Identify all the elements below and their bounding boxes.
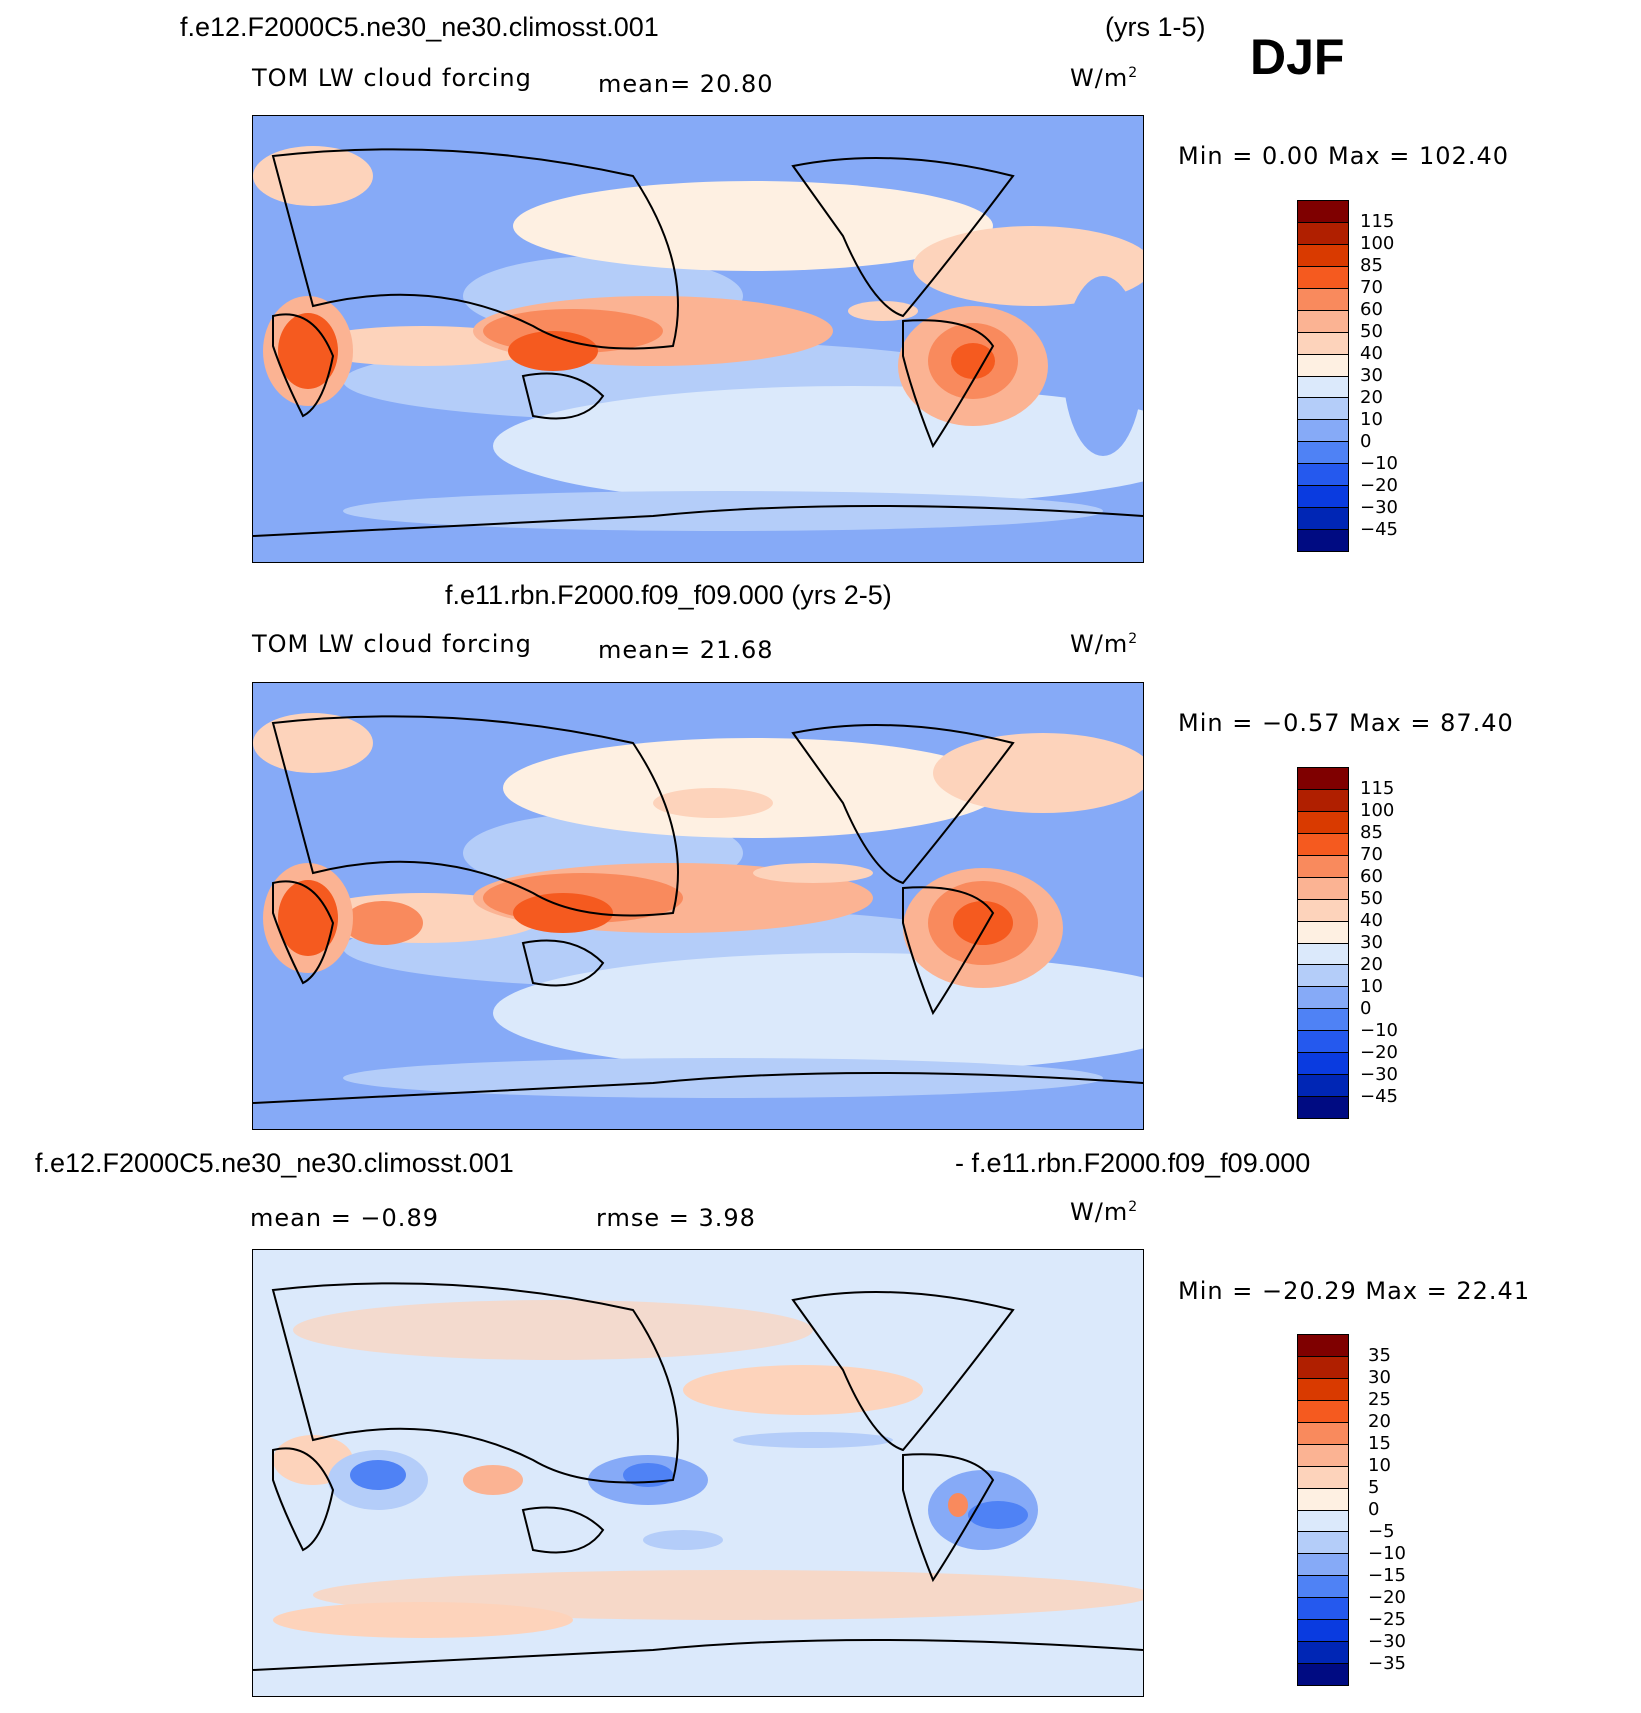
tick-label: −10 <box>1360 1020 1398 1041</box>
tick-label: 30 <box>1360 932 1383 953</box>
tick-label: −30 <box>1368 1631 1406 1652</box>
panel1-map <box>252 115 1144 563</box>
panel3-minmax: Min = −20.29 Max = 22.41 <box>1178 1277 1531 1305</box>
panel2-map <box>252 682 1144 1130</box>
panel1-colorbar-labels: 115 100 85 70 60 50 40 30 20 10 0 −10 −2… <box>1360 212 1398 542</box>
tick-label: 15 <box>1368 1433 1391 1454</box>
tick-label: 40 <box>1360 343 1383 364</box>
tick-label: 100 <box>1360 800 1395 821</box>
tick-label: −20 <box>1360 1042 1398 1063</box>
tick-label: 115 <box>1360 778 1395 799</box>
tick-label: 35 <box>1368 1345 1391 1366</box>
panel1-years: (yrs 1-5) <box>1105 12 1206 42</box>
tick-label: −30 <box>1360 497 1398 518</box>
tick-label: −30 <box>1360 1064 1398 1085</box>
tick-label: −5 <box>1368 1521 1395 1542</box>
panel2-mean: mean= 21.68 <box>598 636 774 664</box>
panel3-title: f.e12.F2000C5.ne30_ne30.climosst.001 <box>35 1148 514 1178</box>
season-label: DJF <box>1250 29 1345 85</box>
tick-label: 70 <box>1360 277 1383 298</box>
tick-label: 20 <box>1368 1411 1391 1432</box>
panel3-map <box>252 1249 1144 1697</box>
panel3-title-right: - f.e11.rbn.F2000.f09_f09.000 <box>955 1148 1311 1178</box>
tick-label: −20 <box>1360 475 1398 496</box>
tick-label: −20 <box>1368 1587 1406 1608</box>
panel1-colorbar <box>1297 200 1349 552</box>
panel2-colorbar <box>1297 767 1349 1119</box>
panel3-rmse: rmse = 3.98 <box>596 1204 756 1232</box>
panel1-mean: mean= 20.80 <box>598 70 774 98</box>
panel2-colorbar-labels: 115 100 85 70 60 50 40 30 20 10 0 −10 −2… <box>1360 779 1398 1109</box>
tick-label: −25 <box>1368 1609 1406 1630</box>
panel3-units: W/m2 <box>1070 1198 1139 1226</box>
panel1-units: W/m2 <box>1070 64 1139 92</box>
tick-label: 40 <box>1360 910 1383 931</box>
tick-label: 10 <box>1360 976 1383 997</box>
tick-label: 10 <box>1360 409 1383 430</box>
tick-label: −10 <box>1368 1543 1406 1564</box>
tick-label: 115 <box>1360 211 1395 232</box>
panel3-colorbar <box>1297 1334 1349 1686</box>
panel2-minmax: Min = −0.57 Max = 87.40 <box>1178 709 1514 737</box>
tick-label: 100 <box>1360 233 1395 254</box>
tick-label: 60 <box>1360 866 1383 887</box>
panel2-units: W/m2 <box>1070 630 1139 658</box>
panel1-minmax: Min = 0.00 Max = 102.40 <box>1178 142 1509 170</box>
tick-label: 25 <box>1368 1389 1391 1410</box>
tick-label: 50 <box>1360 321 1383 342</box>
tick-label: −45 <box>1360 519 1398 540</box>
tick-label: −35 <box>1368 1653 1406 1674</box>
tick-label: −45 <box>1360 1086 1398 1107</box>
tick-label: 20 <box>1360 954 1383 975</box>
tick-label: 60 <box>1360 299 1383 320</box>
tick-label: 30 <box>1360 365 1383 386</box>
tick-label: −10 <box>1360 453 1398 474</box>
tick-label: 0 <box>1368 1499 1380 1520</box>
tick-label: 10 <box>1368 1455 1391 1476</box>
panel2-variable: TOM LW cloud forcing <box>252 630 532 658</box>
tick-label: 0 <box>1360 998 1372 1019</box>
tick-label: 70 <box>1360 844 1383 865</box>
tick-label: 30 <box>1368 1367 1391 1388</box>
tick-label: 85 <box>1360 255 1383 276</box>
tick-label: 0 <box>1360 431 1372 452</box>
panel3-colorbar-labels: 35 30 25 20 15 10 5 0 −5 −10 −15 −20 −25… <box>1368 1346 1406 1676</box>
panel1-title: f.e12.F2000C5.ne30_ne30.climosst.001 <box>180 12 659 42</box>
tick-label: 50 <box>1360 888 1383 909</box>
panel2-title: f.e11.rbn.F2000.f09_f09.000 (yrs 2-5) <box>445 580 892 610</box>
tick-label: 5 <box>1368 1477 1380 1498</box>
panel3-mean: mean = −0.89 <box>250 1204 439 1232</box>
panel1-variable: TOM LW cloud forcing <box>252 64 532 92</box>
tick-label: 85 <box>1360 822 1383 843</box>
tick-label: 20 <box>1360 387 1383 408</box>
tick-label: −15 <box>1368 1565 1406 1586</box>
